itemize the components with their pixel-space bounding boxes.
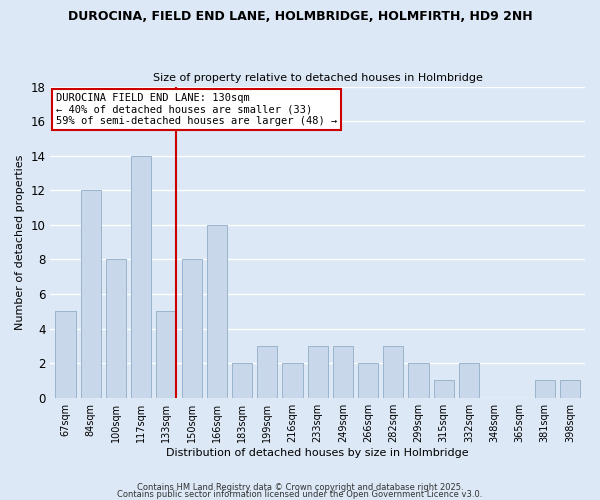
- Bar: [106, 260, 126, 398]
- Bar: [333, 346, 353, 398]
- Bar: [55, 312, 76, 398]
- Bar: [358, 363, 378, 398]
- X-axis label: Distribution of detached houses by size in Holmbridge: Distribution of detached houses by size …: [166, 448, 469, 458]
- Bar: [80, 190, 101, 398]
- Text: Contains public sector information licensed under the Open Government Licence v3: Contains public sector information licen…: [118, 490, 482, 499]
- Text: DUROCINA, FIELD END LANE, HOLMBRIDGE, HOLMFIRTH, HD9 2NH: DUROCINA, FIELD END LANE, HOLMBRIDGE, HO…: [68, 10, 532, 23]
- Bar: [283, 363, 302, 398]
- Bar: [157, 312, 176, 398]
- Bar: [459, 363, 479, 398]
- Bar: [308, 346, 328, 398]
- Bar: [207, 225, 227, 398]
- Bar: [383, 346, 403, 398]
- Text: Contains HM Land Registry data © Crown copyright and database right 2025.: Contains HM Land Registry data © Crown c…: [137, 484, 463, 492]
- Title: Size of property relative to detached houses in Holmbridge: Size of property relative to detached ho…: [153, 73, 482, 83]
- Bar: [434, 380, 454, 398]
- Bar: [131, 156, 151, 398]
- Text: DUROCINA FIELD END LANE: 130sqm
← 40% of detached houses are smaller (33)
59% of: DUROCINA FIELD END LANE: 130sqm ← 40% of…: [56, 93, 337, 126]
- Y-axis label: Number of detached properties: Number of detached properties: [15, 154, 25, 330]
- Bar: [560, 380, 580, 398]
- Bar: [182, 260, 202, 398]
- Bar: [232, 363, 252, 398]
- Bar: [257, 346, 277, 398]
- Bar: [409, 363, 428, 398]
- Bar: [535, 380, 555, 398]
